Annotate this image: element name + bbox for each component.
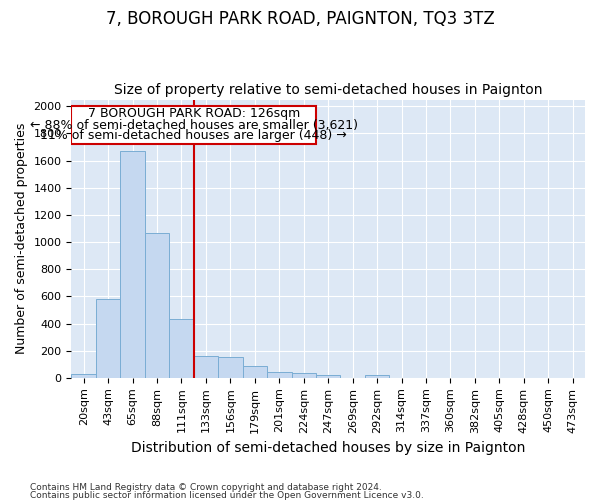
Text: 11% of semi-detached houses are larger (448) →: 11% of semi-detached houses are larger (…: [40, 130, 347, 142]
Bar: [267, 372, 292, 378]
Bar: [96, 299, 121, 378]
Bar: [194, 356, 218, 378]
Text: Contains HM Land Registry data © Crown copyright and database right 2024.: Contains HM Land Registry data © Crown c…: [30, 484, 382, 492]
Text: 7, BOROUGH PARK ROAD, PAIGNTON, TQ3 3TZ: 7, BOROUGH PARK ROAD, PAIGNTON, TQ3 3TZ: [106, 10, 494, 28]
Bar: [218, 357, 242, 378]
Bar: [242, 366, 267, 378]
Title: Size of property relative to semi-detached houses in Paignton: Size of property relative to semi-detach…: [114, 83, 542, 97]
Bar: [365, 375, 389, 378]
Text: 7 BOROUGH PARK ROAD: 126sqm: 7 BOROUGH PARK ROAD: 126sqm: [88, 108, 300, 120]
Bar: [145, 232, 169, 378]
Text: Contains public sector information licensed under the Open Government Licence v3: Contains public sector information licen…: [30, 490, 424, 500]
Text: ← 88% of semi-detached houses are smaller (3,621): ← 88% of semi-detached houses are smalle…: [29, 119, 358, 132]
Bar: [71, 374, 96, 378]
X-axis label: Distribution of semi-detached houses by size in Paignton: Distribution of semi-detached houses by …: [131, 441, 526, 455]
Bar: [292, 373, 316, 378]
Bar: [121, 151, 145, 378]
Bar: [71, 106, 316, 144]
Bar: [316, 375, 340, 378]
Bar: [169, 320, 194, 378]
Y-axis label: Number of semi-detached properties: Number of semi-detached properties: [15, 123, 28, 354]
